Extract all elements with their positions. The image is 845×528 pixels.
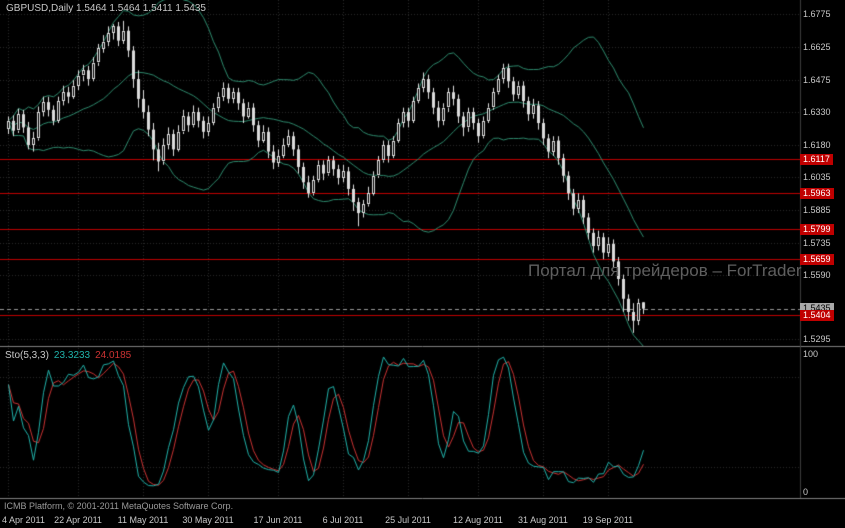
price-axis-label: 1.6035 [803,172,831,182]
date-label: 22 Apr 2011 [54,515,102,525]
stoch-axis-label: 0 [803,487,809,497]
chart-title: GBPUSD,Daily 1.5464 1.5464 1.5411 1.5435 [6,3,206,14]
copyright-text: ICMB Platform, © 2001-2011 MetaQuotes So… [4,501,234,511]
price-axis-label: 1.5735 [803,238,831,248]
stoch-value-main: 23.3233 [53,350,91,361]
stoch-name: Sto(5,3,3) [5,350,49,361]
bid-price-label: 1.5435 [800,303,834,314]
date-label: 19 Sep 2011 [582,515,634,525]
price-level-label: 1.6117 [800,154,833,165]
date-label: 12 Aug 2011 [453,515,503,525]
price-level-label: 1.5963 [800,188,834,199]
stoch-value-signal: 24.0185 [95,350,132,361]
price-axis-label: 1.6775 [803,9,831,19]
price-axis-label: 1.6625 [803,42,831,52]
date-label: 17 Jun 2011 [253,515,303,525]
date-label: 11 May 2011 [117,515,169,525]
price-level-label: 1.5799 [800,224,834,235]
price-axis-label: 1.6330 [803,107,831,117]
date-label: 6 Jul 2011 [322,515,364,525]
price-axis-label: 1.6180 [803,140,831,150]
price-level-label: 1.5404 [800,310,834,321]
date-label: 25 Jul 2011 [385,515,431,525]
stoch-axis-label: 100 [803,349,819,359]
date-label: 30 May 2011 [182,515,234,525]
stochastic-label: Sto(5,3,3) 23.3233 24.0185 [5,350,131,361]
price-level-label: 1.5659 [800,254,834,265]
watermark: Портал для трейдеров – ForTrader [528,261,802,280]
date-label: 4 Apr 2011 [2,515,45,525]
price-axis-label: 1.5590 [803,270,831,280]
price-axis-label: 1.5295 [803,334,831,344]
price-axis-label: 1.6475 [803,75,831,85]
price-axis-label: 1.5885 [803,205,831,215]
date-label: 31 Aug 2011 [518,515,568,525]
